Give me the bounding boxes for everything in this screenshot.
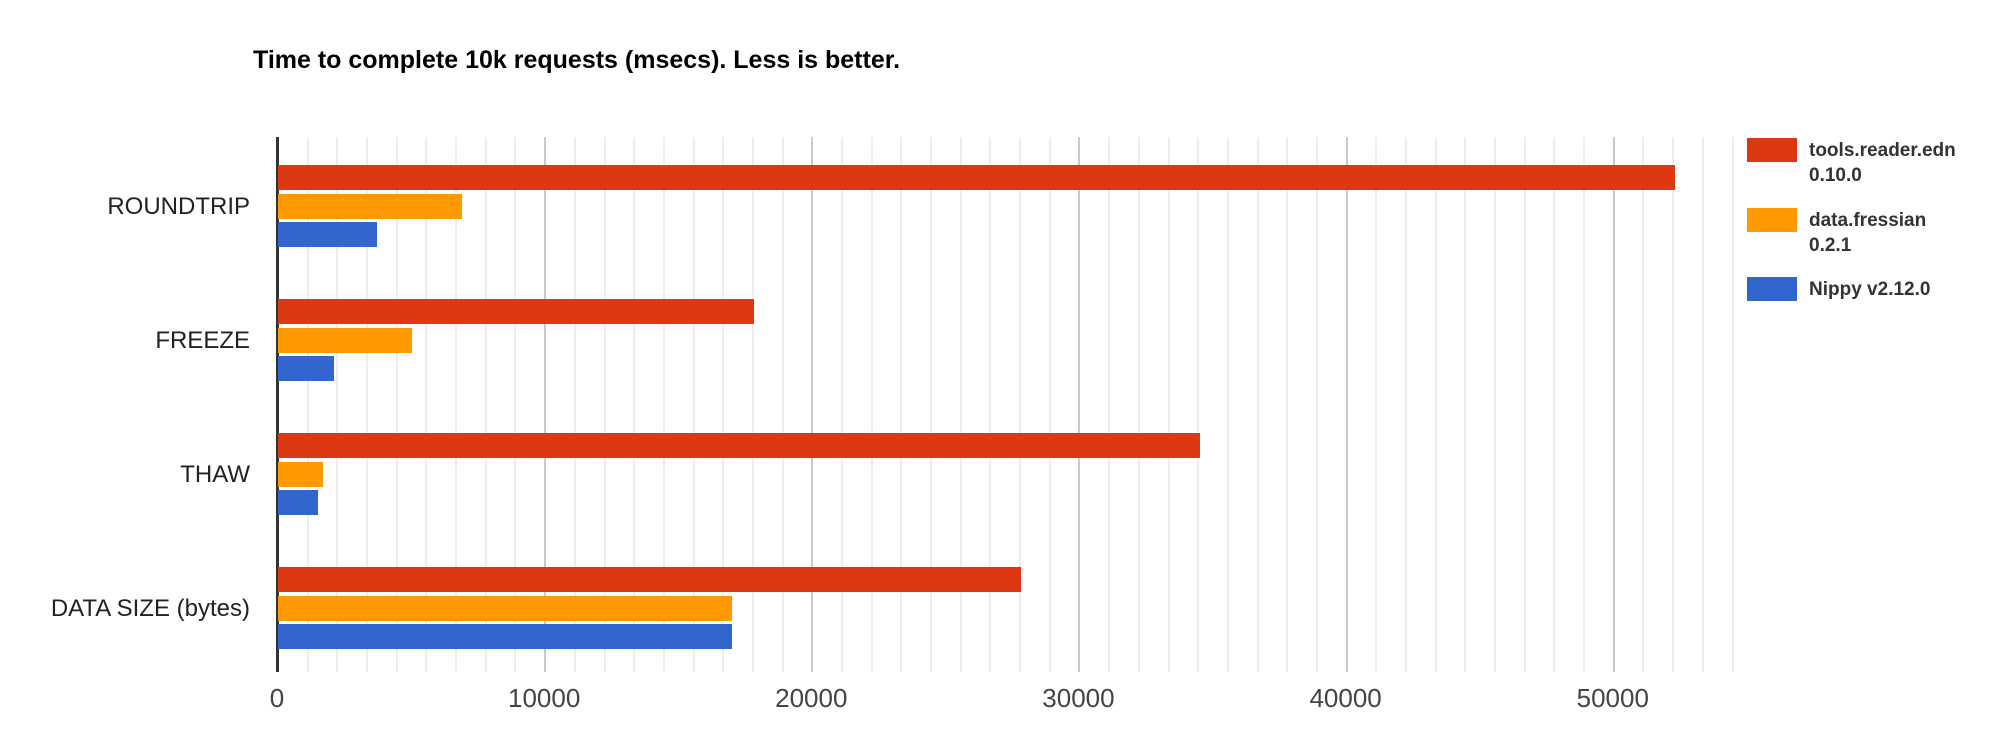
major-gridline [811, 137, 814, 672]
legend-swatch [1747, 207, 1797, 232]
x-tick-label: 10000 [507, 683, 581, 713]
minor-gridline [603, 137, 606, 672]
bar[interactable] [278, 356, 335, 381]
legend-label: Nippy v2.12.0 [1809, 279, 1931, 300]
minor-gridline [1464, 137, 1467, 672]
minor-gridline [1286, 137, 1289, 672]
bar[interactable] [278, 222, 377, 247]
minor-gridline [1048, 137, 1051, 672]
x-tick-label: 40000 [1309, 683, 1382, 713]
x-tick-label: 0 [269, 683, 285, 713]
minor-gridline [1167, 137, 1170, 672]
bar[interactable] [278, 327, 412, 353]
minor-gridline [870, 137, 873, 672]
major-gridline [1078, 137, 1081, 672]
bar[interactable] [278, 567, 1021, 592]
chart-title: Time to complete 10k requests (msecs). L… [253, 46, 901, 74]
plot-area [276, 137, 1734, 672]
y-axis-baseline [276, 137, 279, 672]
minor-gridline [1375, 137, 1378, 672]
minor-gridline [1494, 137, 1497, 672]
minor-gridline [366, 137, 369, 672]
legend-label: data.fressian 0.2.1 [1809, 209, 1927, 256]
minor-gridline [1583, 137, 1586, 672]
minor-gridline [1197, 137, 1200, 672]
bar[interactable] [278, 193, 463, 219]
minor-gridline [1315, 137, 1318, 672]
x-tick-label: 30000 [1042, 683, 1115, 713]
major-gridline [1345, 137, 1348, 672]
minor-gridline [692, 137, 695, 672]
minor-gridline [930, 137, 933, 672]
minor-gridline [1731, 137, 1734, 672]
minor-gridline [1434, 137, 1437, 672]
minor-gridline [959, 137, 962, 672]
minor-gridline [662, 137, 665, 672]
bar[interactable] [278, 433, 1200, 458]
minor-gridline [1256, 137, 1259, 672]
minor-gridline [455, 137, 458, 672]
minor-gridline [989, 137, 992, 672]
minor-gridline [840, 137, 843, 672]
bar[interactable] [278, 299, 754, 324]
minor-gridline [514, 137, 517, 672]
major-gridline [544, 137, 547, 672]
minor-gridline [1553, 137, 1556, 672]
minor-gridline [1108, 137, 1111, 672]
minor-gridline [425, 137, 428, 672]
legend-item: data.fressian 0.2.1 [1747, 207, 1927, 258]
y-category-label: FREEZE [155, 326, 250, 354]
minor-gridline [633, 137, 636, 672]
minor-gridline [336, 137, 339, 672]
minor-gridline [1701, 137, 1704, 672]
major-gridline [1612, 137, 1615, 672]
category-axis-labels: ROUNDTRIP FREEZE THAW DATA SIZE (bytes) [0, 137, 250, 672]
bar[interactable] [278, 461, 324, 487]
minor-gridline [722, 137, 725, 672]
minor-gridline [1672, 137, 1675, 672]
minor-gridline [1226, 137, 1229, 672]
y-category-label: ROUNDTRIP [107, 192, 250, 220]
bar[interactable] [278, 490, 319, 515]
minor-gridline [1523, 137, 1526, 672]
legend-swatch [1747, 138, 1797, 162]
bar[interactable] [278, 624, 733, 649]
bar[interactable] [278, 595, 733, 621]
minor-gridline [751, 137, 754, 672]
minor-gridline [573, 137, 576, 672]
value-axis-labels: 0 10000 20000 30000 40000 50000 [0, 683, 2007, 717]
minor-gridline [484, 137, 487, 672]
y-category-label: DATA SIZE (bytes) [50, 594, 250, 622]
y-category-label: THAW [180, 460, 250, 488]
minor-gridline [395, 137, 398, 672]
minor-gridline [781, 137, 784, 672]
x-tick-label: 50000 [1576, 683, 1649, 713]
x-tick-label: 20000 [775, 683, 848, 713]
legend-label: tools.reader.edn 0.10.0 [1809, 140, 1956, 186]
bar[interactable] [278, 165, 1676, 190]
minor-gridline [1019, 137, 1022, 672]
minor-gridline [306, 137, 309, 672]
legend-item: Nippy v2.12.0 [1747, 277, 1930, 302]
minor-gridline [1137, 137, 1140, 672]
legend-swatch [1747, 277, 1797, 301]
minor-gridline [1404, 137, 1407, 672]
legend-item: tools.reader.edn 0.10.0 [1747, 138, 1956, 188]
minor-gridline [1642, 137, 1645, 672]
minor-gridline [900, 137, 903, 672]
